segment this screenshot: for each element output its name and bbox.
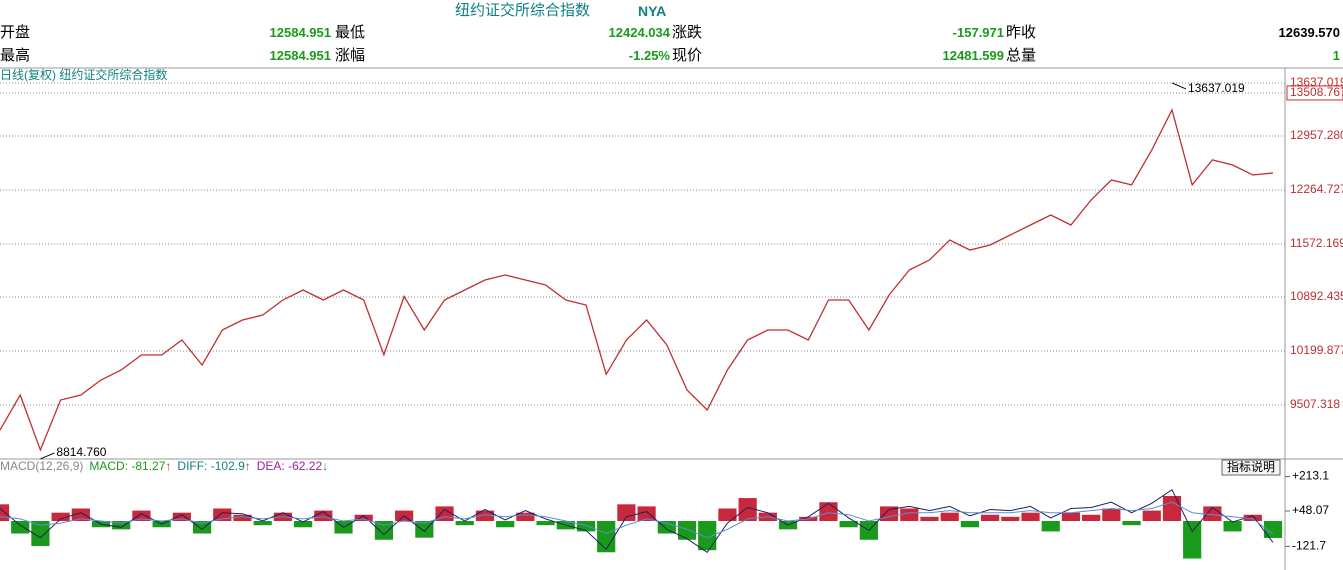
macd-bar [1041,521,1060,532]
readout: ↓ [322,459,328,473]
field-label: 涨幅 [335,47,366,64]
macd-bar [132,510,151,522]
field-value: 12639.570 [1278,25,1340,40]
macd-bar [576,521,596,532]
macd-bar [1122,521,1141,526]
macd-bar [516,512,535,522]
price-line [0,108,1274,452]
field-label: 总量 [1006,47,1037,64]
macd-bar [597,521,616,553]
field-label: 最高 [0,47,31,64]
field-label: 开盘 [0,24,31,41]
annotation-leader [40,452,55,460]
macd-bar [1243,514,1262,522]
field-value: 12424.034 [608,25,670,40]
macd-bar [213,508,232,522]
y-tick-label: -121.7 [1292,539,1326,553]
macd-header: MACD(12,26,9) MACD: -81.27↑ DIFF: -102.9↑ D… [0,459,328,473]
macd-bar [920,516,939,522]
readout: ↑ [245,459,251,473]
macd-bar [1223,521,1242,532]
macd-bar [981,514,1000,522]
macd-bar [1021,512,1040,522]
macd-bar [112,521,131,530]
macd-bar [374,521,394,540]
index-title: 纽约证交所综合指数 [455,2,591,19]
macd-bar [698,521,717,551]
field-label: 现价 [672,47,703,64]
macd-bar [637,506,656,522]
field-value: 12584.951 [269,48,331,63]
macd-bar [839,521,858,528]
annotation-label: 8814.760 [56,445,106,459]
readout: DEA: -62.22 [257,459,323,473]
macd-bar [1102,508,1121,522]
y-tick-label: +48.07 [1292,503,1329,517]
field-value: 12481.599 [942,48,1004,63]
macd-bar [617,504,636,522]
price-marker [1286,85,1343,101]
field-value: -157.971 [952,25,1004,40]
macd-bar [172,512,191,522]
macd-bar [455,521,474,526]
field-label: 涨跌 [672,24,703,41]
macd-bar [294,521,313,528]
annotation-label: 13637.019 [1188,81,1245,95]
macd-bar [192,521,212,534]
macd-bar [496,521,515,528]
macd-bar [960,521,979,528]
index-code: NYA [638,3,667,19]
macd-bar [940,512,959,522]
y-tick-label: 12957.280 [1290,128,1343,142]
indicator-button-box [1221,459,1281,476]
macd-bar [1142,510,1161,522]
macd-bar [738,498,757,522]
macd-bar [415,521,434,538]
field-value: 1 [1332,48,1340,63]
macd-bar [1061,512,1081,522]
macd-bar [71,508,90,522]
macd-bar [718,508,737,522]
field-label: 最低 [335,24,366,41]
readout: DIFF: -102.9 [177,459,245,473]
field-value: 12584.951 [269,25,331,40]
field-value: -1.25% [628,48,670,63]
indicator-button[interactable]: 指标说明 [1227,459,1275,474]
macd-bar [31,521,50,547]
macd-bar [1082,514,1101,522]
macd-bar [1162,495,1182,522]
y-tick-label: +213.1 [1292,469,1329,483]
macd-bar [51,512,70,522]
macd-bar [900,508,919,522]
y-tick-label: 11572.169 [1290,236,1343,250]
macd-bar [354,514,373,522]
macd-bar [1203,506,1222,522]
macd-bar [314,510,333,522]
annotation-leader [1171,82,1187,90]
readout: ↑ [165,459,171,473]
y-tick-label: 12264.727 [1290,182,1343,196]
dea-line [0,501,1274,539]
macd-bar [475,510,495,522]
macd-bar [819,502,838,522]
macd-bar [11,521,30,534]
readout: MACD: -81.27 [89,459,165,473]
y-tick-label: 10892.435 [1290,289,1343,303]
y-tick-label: 9507.318 [1290,397,1340,411]
macd-bar [1001,516,1020,522]
readout: MACD(12,26,9) [0,459,83,473]
macd-bar [253,521,272,526]
macd-bar [1183,521,1202,559]
macd-bar [1263,521,1283,538]
field-label: 昨收 [1006,24,1037,41]
subtitle: 日线(复权) 纽约证交所综合指数 [0,67,167,82]
y-tick-label: 10199.877 [1290,343,1343,357]
macd-bar [677,521,697,540]
y-tick-label: 13508.767 [1290,85,1343,99]
macd-bar [536,521,555,526]
macd-bar [233,514,252,522]
